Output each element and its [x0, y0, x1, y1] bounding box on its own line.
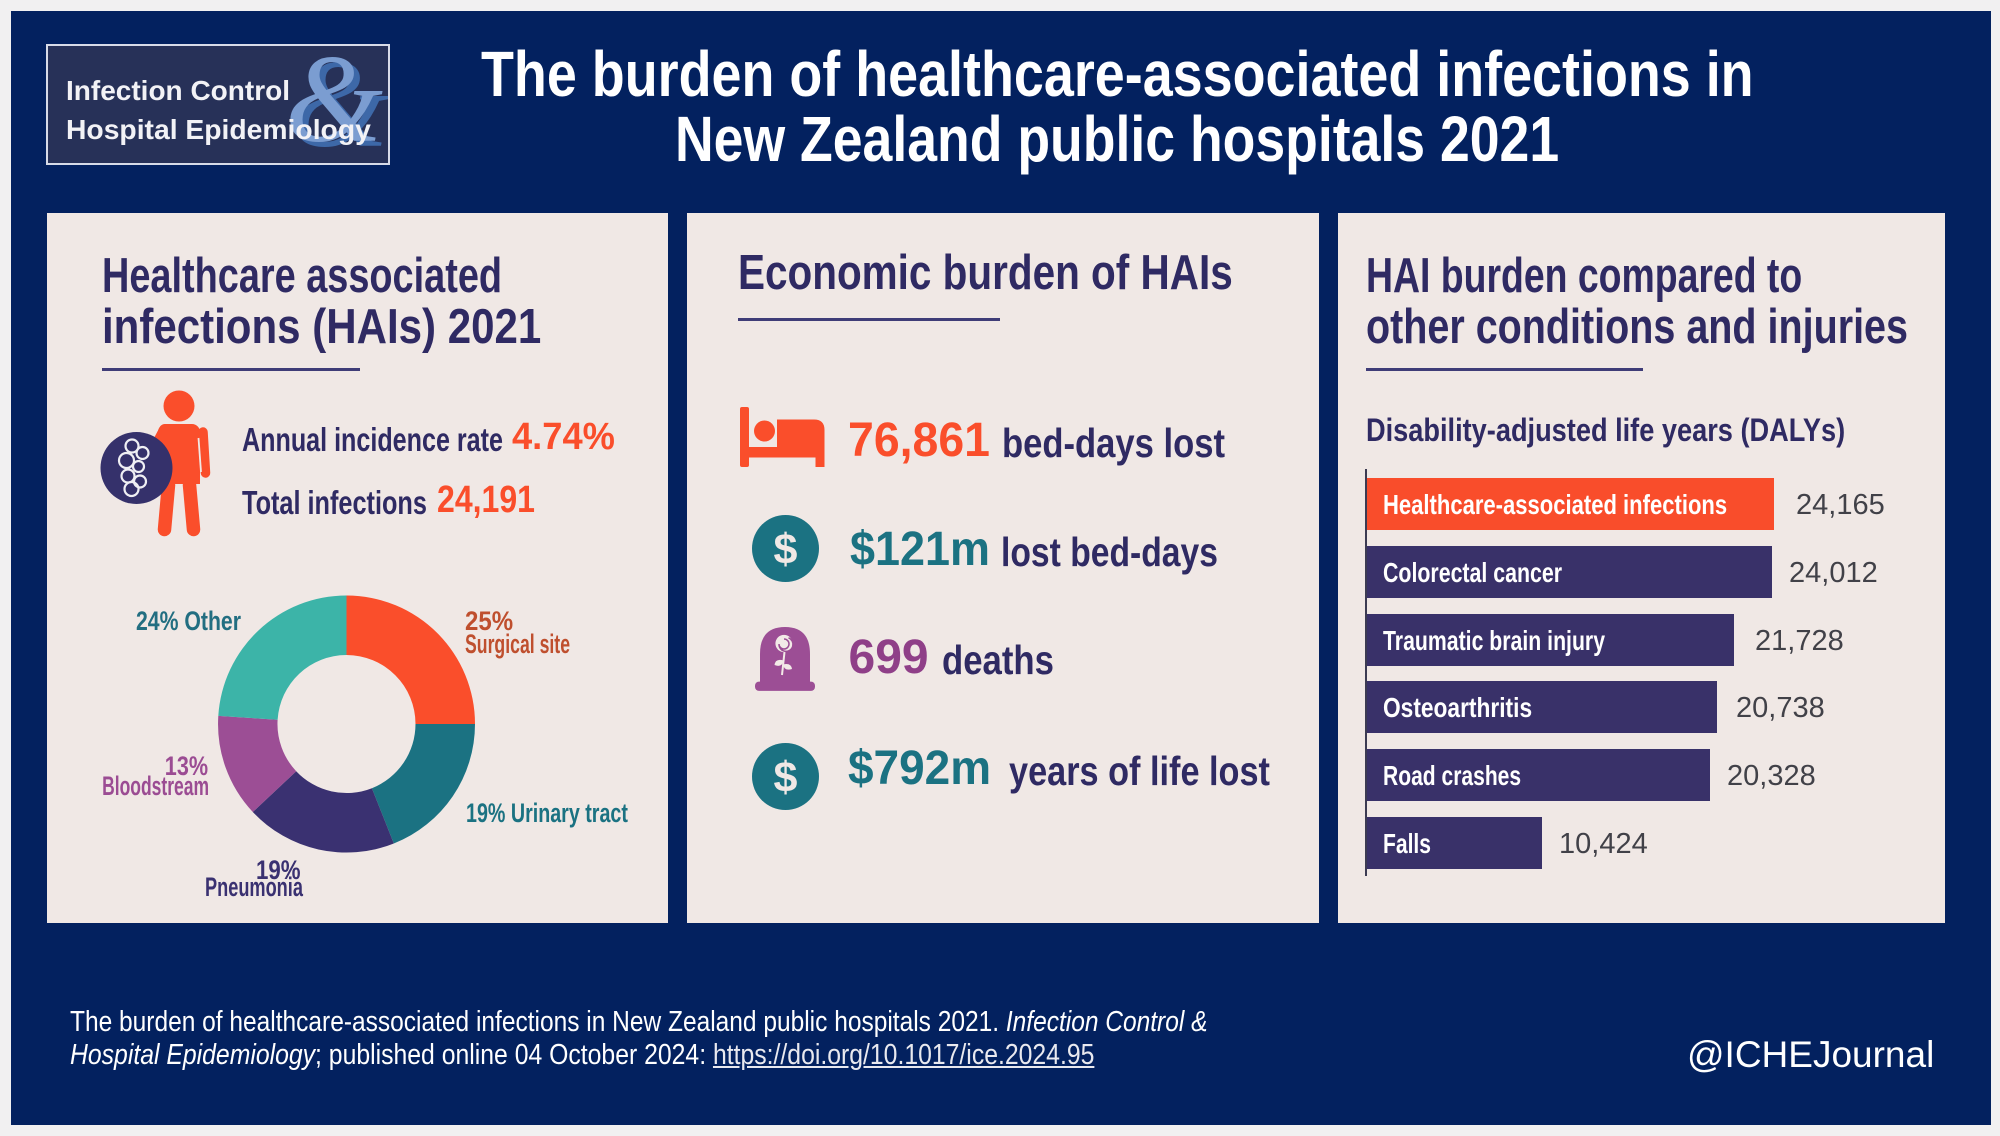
svg-text:$: $ [773, 753, 797, 801]
svg-text:$: $ [773, 526, 797, 574]
